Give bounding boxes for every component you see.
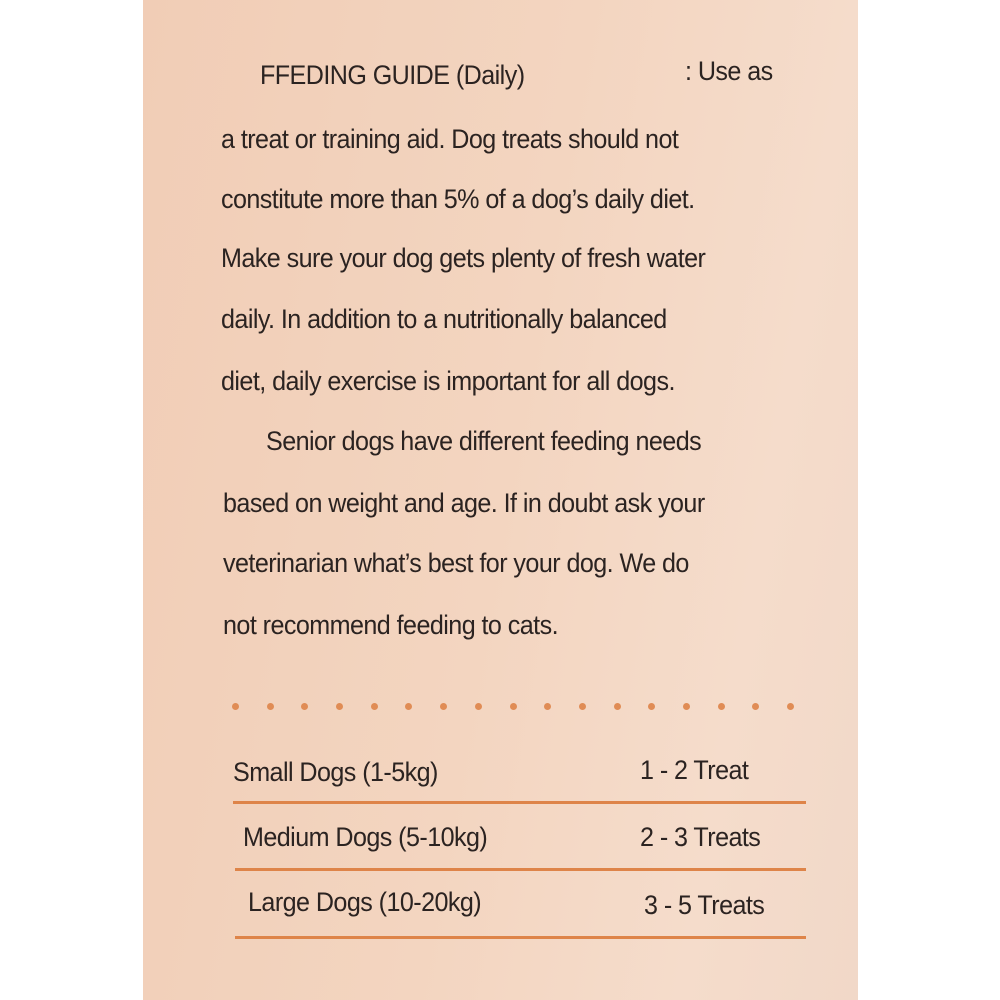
dot <box>544 703 552 710</box>
dot <box>336 703 344 710</box>
dot <box>578 703 586 710</box>
guide-heading-suffix: : Use as <box>685 56 773 86</box>
guide-line: veterinarian what’s best for your dog. W… <box>223 548 689 578</box>
dot <box>648 703 656 710</box>
dot <box>613 703 621 710</box>
row-size: Medium Dogs (5-10kg) <box>243 822 488 852</box>
guide-line: daily. In addition to a nutritionally ba… <box>221 304 667 334</box>
dot <box>405 703 413 710</box>
dot <box>440 703 448 710</box>
row-size: Small Dogs (1-5kg) <box>233 757 438 787</box>
dot <box>474 703 482 710</box>
guide-line: not recommend feeding to cats. <box>223 610 559 640</box>
guide-heading: FFEDING GUIDE (Daily) <box>260 60 525 90</box>
row-size: Large Dogs (10-20kg) <box>248 887 482 917</box>
dot <box>752 703 760 710</box>
row-divider <box>235 936 806 939</box>
dot <box>509 703 517 710</box>
guide-line: a treat or training aid. Dog treats shou… <box>221 124 679 154</box>
dot <box>370 703 378 710</box>
guide-line: Make sure your dog gets plenty of fresh … <box>221 243 706 273</box>
dotted-divider <box>232 703 794 710</box>
guide-line: diet, daily exercise is important for al… <box>221 366 675 396</box>
guide-line: Senior dogs have different feeding needs <box>266 426 702 456</box>
row-amount: 3 - 5 Treats <box>644 890 765 920</box>
dot <box>232 703 239 710</box>
dot <box>301 703 309 710</box>
package-label <box>143 0 858 1000</box>
dot <box>717 703 725 710</box>
dot <box>682 703 690 710</box>
row-amount: 2 - 3 Treats <box>640 822 761 852</box>
row-divider <box>233 801 806 804</box>
guide-line: constitute more than 5% of a dog’s daily… <box>221 184 695 214</box>
dot <box>787 703 794 710</box>
dot <box>266 703 274 710</box>
guide-line: based on weight and age. If in doubt ask… <box>223 488 705 518</box>
row-amount: 1 - 2 Treat <box>640 755 749 785</box>
row-divider <box>235 868 806 871</box>
